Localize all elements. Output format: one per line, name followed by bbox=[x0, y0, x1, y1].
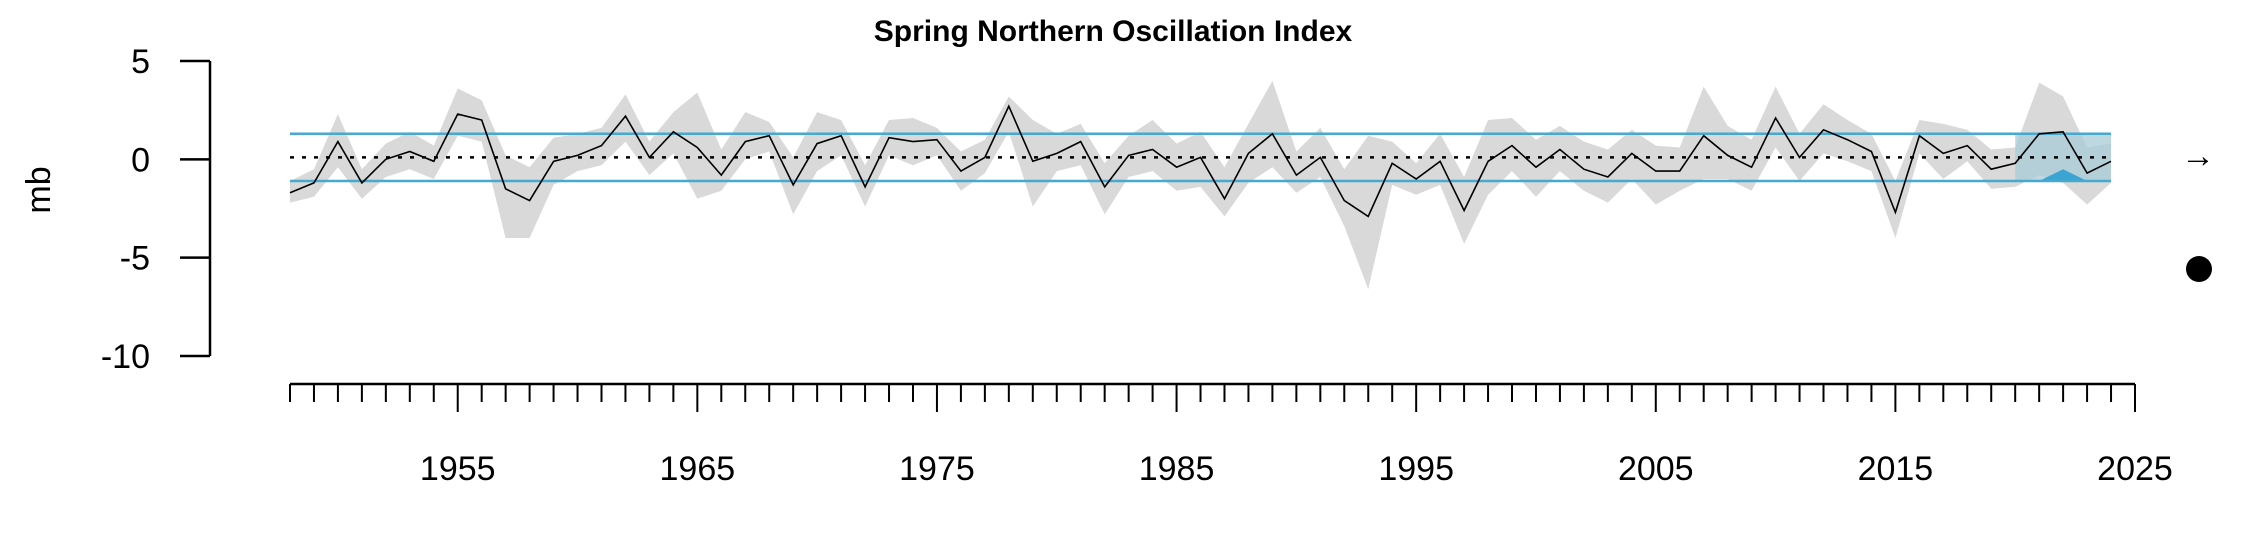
x-tick-label: 1955 bbox=[420, 450, 496, 488]
x-tick-label: 1995 bbox=[1378, 450, 1454, 488]
trend-arrow-icon: → bbox=[2181, 137, 2215, 175]
chart-title: Spring Northern Oscillation Index bbox=[874, 15, 1353, 48]
reference-lines-layer bbox=[290, 132, 2112, 183]
series-layer bbox=[289, 104, 2112, 218]
uncertainty-ribbon bbox=[290, 80, 2111, 290]
x-tick-label: 2005 bbox=[1618, 450, 1694, 488]
status-indicators: → bbox=[2181, 137, 2215, 282]
y-axis-label: mb bbox=[20, 166, 58, 213]
y-tick-label: -5 bbox=[120, 240, 150, 278]
x-tick-label: 1975 bbox=[899, 450, 975, 488]
series-line bbox=[289, 104, 2112, 218]
x-tick-label: 1985 bbox=[1139, 450, 1215, 488]
status-dot-icon bbox=[2186, 256, 2212, 282]
y-tick-label: -10 bbox=[101, 338, 150, 376]
recent-highlight-area bbox=[2039, 169, 2088, 181]
x-tick-label: 2025 bbox=[2097, 450, 2173, 488]
x-tick-label: 1965 bbox=[660, 450, 736, 488]
x-tick-label: 2015 bbox=[1858, 450, 1934, 488]
y-tick-label: 5 bbox=[131, 43, 150, 81]
x-axis: 1955 1965 1975 1985 1995 2005 2015 2025 bbox=[289, 382, 2173, 488]
uncertainty-ribbon-layer bbox=[290, 80, 2111, 290]
recent-window-layer bbox=[2015, 133, 2112, 181]
y-axis: 5 0 -5 -10 bbox=[101, 43, 212, 376]
y-tick-label: 0 bbox=[131, 141, 150, 179]
